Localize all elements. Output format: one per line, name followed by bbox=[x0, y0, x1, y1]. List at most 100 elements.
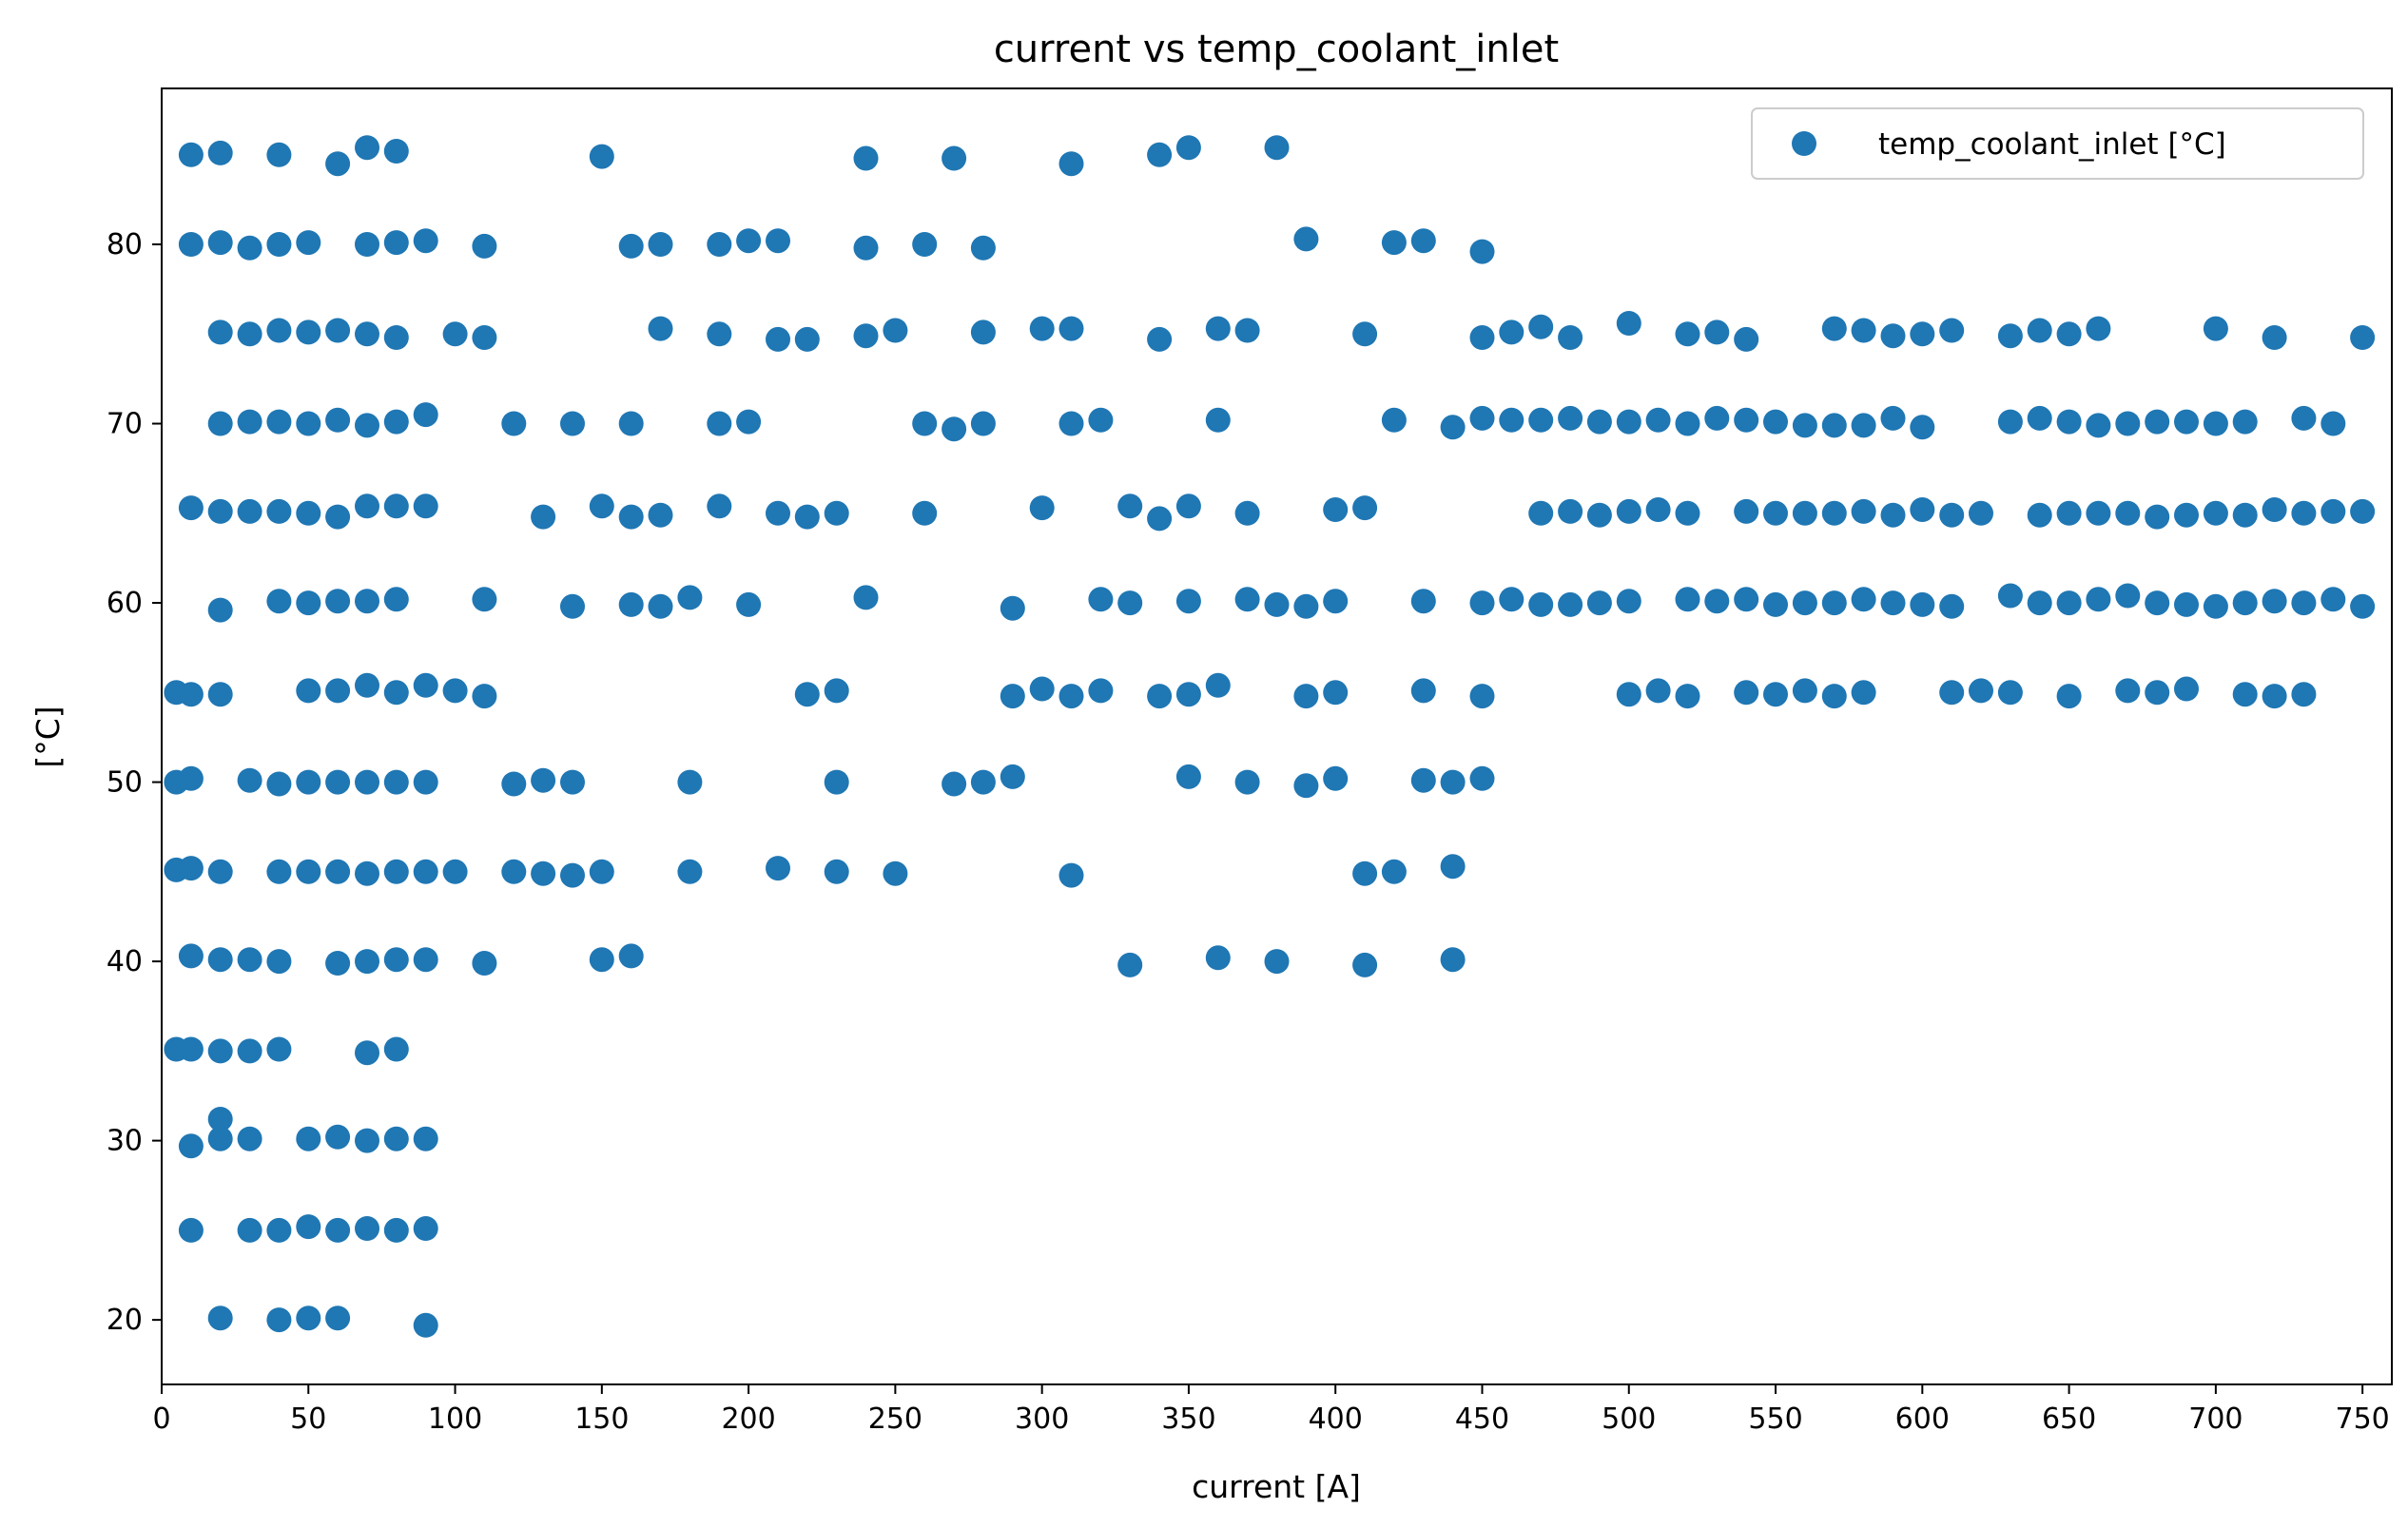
data-point bbox=[736, 228, 762, 254]
data-point bbox=[794, 504, 820, 530]
data-point bbox=[2056, 684, 2082, 709]
data-point bbox=[824, 769, 849, 795]
x-tick-label: 500 bbox=[1602, 1402, 1656, 1436]
data-point bbox=[472, 233, 497, 259]
x-tick-label: 650 bbox=[2042, 1402, 2096, 1436]
data-point bbox=[2115, 411, 2141, 436]
data-point bbox=[1851, 498, 1876, 524]
data-point bbox=[207, 859, 233, 884]
data-point bbox=[178, 856, 204, 881]
data-point bbox=[2350, 593, 2376, 619]
data-point bbox=[413, 1312, 438, 1338]
data-point bbox=[2145, 504, 2170, 530]
data-point bbox=[1704, 589, 1730, 614]
data-point bbox=[589, 144, 614, 169]
data-point bbox=[1352, 321, 1378, 347]
data-point bbox=[1939, 502, 1965, 528]
plot-frame bbox=[161, 87, 2393, 1385]
data-point bbox=[178, 765, 204, 791]
data-point bbox=[178, 495, 204, 521]
data-point bbox=[1058, 862, 1084, 888]
data-point bbox=[325, 1306, 351, 1331]
data-point bbox=[1352, 861, 1378, 886]
data-point bbox=[1792, 678, 1817, 704]
data-point bbox=[1675, 684, 1700, 709]
data-point bbox=[1558, 325, 1583, 350]
x-tick-label: 50 bbox=[290, 1402, 326, 1436]
data-point bbox=[1880, 502, 1906, 528]
data-point bbox=[2145, 680, 2170, 706]
data-point bbox=[2291, 590, 2317, 616]
data-point bbox=[207, 682, 233, 707]
data-point bbox=[912, 500, 938, 526]
data-point bbox=[2232, 590, 2258, 616]
data-point bbox=[296, 411, 321, 436]
data-point bbox=[1821, 590, 1847, 616]
data-point bbox=[1558, 591, 1583, 617]
data-point bbox=[1997, 680, 2023, 706]
data-point bbox=[1088, 407, 1114, 433]
data-point bbox=[2321, 587, 2346, 612]
data-point bbox=[677, 859, 703, 884]
data-point bbox=[766, 856, 790, 881]
data-point bbox=[2203, 500, 2228, 526]
data-point bbox=[178, 1036, 204, 1062]
data-point bbox=[2145, 590, 2170, 616]
data-point bbox=[237, 321, 262, 347]
data-point bbox=[1763, 591, 1788, 617]
data-point bbox=[1058, 151, 1084, 177]
data-point bbox=[355, 1040, 379, 1066]
data-point bbox=[1851, 413, 1876, 438]
data-point bbox=[1410, 678, 1436, 704]
data-point bbox=[383, 409, 409, 435]
data-point bbox=[266, 1036, 292, 1062]
data-point bbox=[296, 1214, 321, 1240]
data-point bbox=[178, 232, 204, 257]
data-point bbox=[1528, 407, 1554, 433]
data-point bbox=[178, 682, 204, 707]
data-point bbox=[1499, 319, 1524, 345]
data-point bbox=[1264, 949, 1290, 975]
data-point bbox=[942, 416, 967, 442]
data-point bbox=[1851, 587, 1876, 612]
data-point bbox=[970, 319, 996, 345]
data-point bbox=[2115, 678, 2141, 704]
data-point bbox=[1528, 500, 1554, 526]
data-point bbox=[2262, 684, 2287, 709]
legend-marker bbox=[1792, 131, 1816, 156]
data-point bbox=[1763, 500, 1788, 526]
data-point bbox=[501, 771, 527, 797]
data-point bbox=[1499, 407, 1524, 433]
data-point bbox=[531, 504, 556, 530]
plot-area bbox=[162, 88, 2392, 1384]
y-tick-label: 20 bbox=[107, 1304, 143, 1337]
data-point bbox=[413, 769, 438, 795]
data-point bbox=[942, 145, 967, 171]
data-point bbox=[383, 230, 409, 256]
data-point bbox=[853, 235, 879, 261]
data-point bbox=[355, 672, 379, 698]
data-point bbox=[618, 591, 644, 617]
data-point bbox=[237, 409, 262, 435]
data-point bbox=[2027, 590, 2052, 616]
data-point bbox=[2350, 325, 2376, 350]
data-point bbox=[2291, 500, 2317, 526]
data-point bbox=[2056, 590, 2082, 616]
data-point bbox=[1851, 680, 1876, 706]
data-point bbox=[1147, 684, 1173, 709]
data-point bbox=[1323, 589, 1349, 614]
data-point bbox=[736, 591, 762, 617]
data-point bbox=[1058, 411, 1084, 436]
data-point bbox=[707, 411, 732, 436]
data-point bbox=[1058, 684, 1084, 709]
data-point bbox=[2291, 405, 2317, 431]
data-point bbox=[853, 323, 879, 349]
x-tick-label: 400 bbox=[1309, 1402, 1363, 1436]
x-tick-label: 200 bbox=[721, 1402, 775, 1436]
x-tick-label: 150 bbox=[574, 1402, 629, 1436]
data-point bbox=[2321, 411, 2346, 436]
data-point bbox=[736, 409, 762, 435]
data-point bbox=[442, 321, 468, 347]
data-point bbox=[824, 678, 849, 704]
